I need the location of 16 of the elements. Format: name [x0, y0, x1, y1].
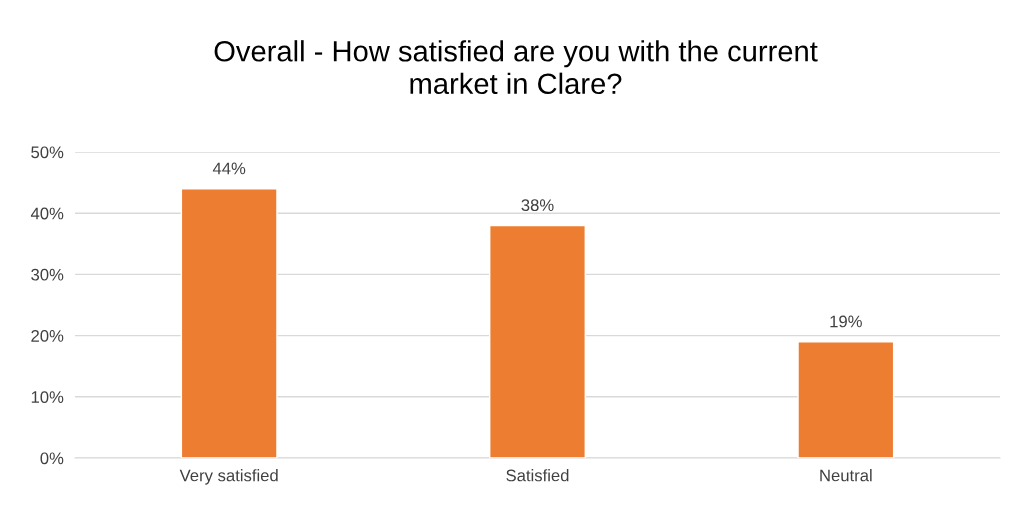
bar: [180, 188, 278, 458]
y-tick-label: 40%: [30, 207, 64, 220]
bar: [797, 341, 895, 458]
data-label: 44%: [212, 162, 246, 175]
x-tick-label: Satisfied: [506, 469, 569, 482]
x-tick-label: Neutral: [820, 469, 872, 482]
chart-title: Overall - How satisfied are you with the current market in Clare?: [214, 40, 818, 95]
y-tick-label: 20%: [31, 330, 64, 342]
x-tick-label: Very satisfied: [179, 469, 278, 485]
data-label: 19%: [830, 315, 862, 328]
data-label: 38%: [521, 199, 554, 212]
bar: [489, 224, 586, 458]
y-tick-label: 50%: [31, 146, 64, 159]
y-tick-label: 10%: [31, 391, 64, 403]
y-tick-label: 0%: [40, 452, 64, 465]
y-tick-label: 30%: [31, 268, 64, 281]
